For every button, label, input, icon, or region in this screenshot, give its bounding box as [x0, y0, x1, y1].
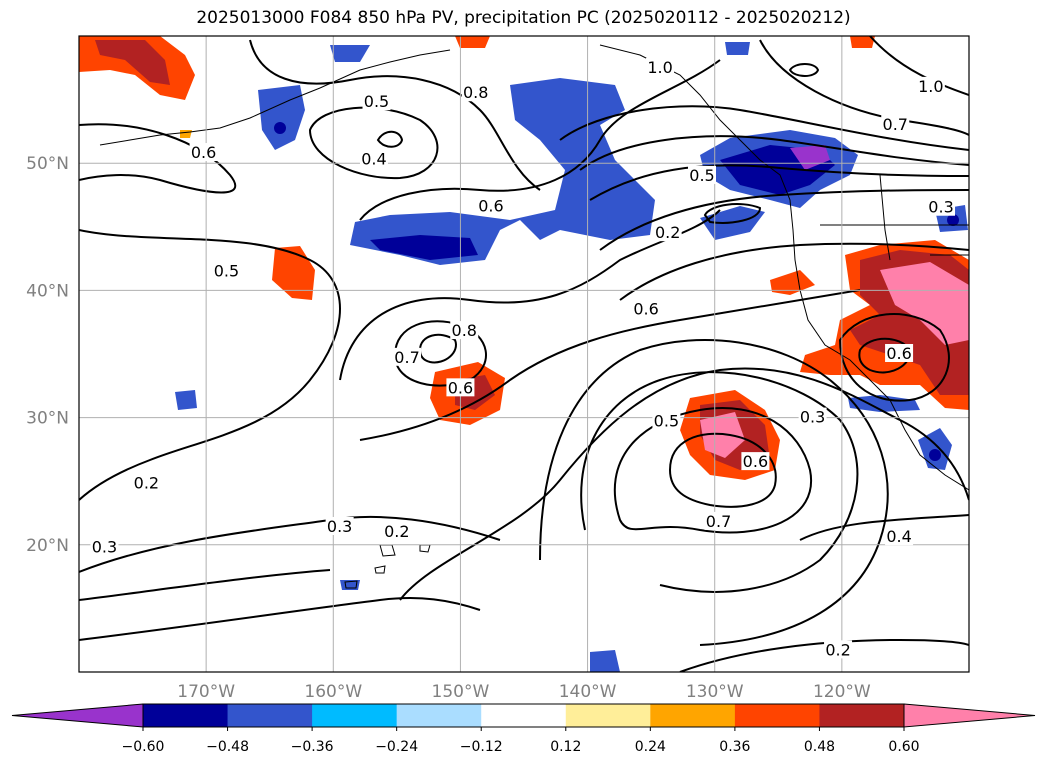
contour-label: 0.7 [706, 512, 731, 531]
colorbar-tick-label: 0.36 [719, 739, 750, 755]
contour-label-bg [393, 347, 422, 366]
contour-label: 0.8 [463, 83, 488, 102]
contour-label-bg [189, 143, 218, 162]
contour-label: 0.3 [327, 517, 352, 536]
pv-contours [79, 36, 969, 672]
colorbar-frame [142, 703, 905, 728]
contour-label: 0.4 [361, 149, 386, 168]
contour-label-bg [652, 411, 681, 430]
lat-tick-label: 50°N [26, 154, 69, 174]
contour-label-bg [476, 196, 505, 215]
lon-tick-label: 160°W [304, 682, 362, 702]
contour-label-bg [798, 407, 827, 426]
colorbar-segment [481, 704, 567, 727]
colorbar-segment [650, 704, 736, 727]
contour-label-bg [90, 537, 119, 556]
colorbar-tick-label: 0.24 [635, 739, 666, 755]
contour-label-bg [885, 344, 914, 362]
colorbar-tick-label: 0.60 [888, 739, 919, 755]
contour-label-bg [741, 452, 770, 471]
colorbar-extend-min [11, 703, 144, 728]
lon-tick-label: 140°W [559, 682, 617, 702]
contour-label: 0.6 [743, 452, 768, 471]
contour-label: 0.8 [452, 321, 477, 340]
lon-tick-label: 130°W [686, 682, 744, 702]
contour-label: 0.5 [214, 261, 239, 280]
contour-label: 0.5 [689, 166, 714, 185]
colorbar-segment [396, 704, 482, 727]
contour-labels: 0.5 0.6 0.5 0.8 0.4 0.6 1.0 1.0 0.7 0.5 0.2 0.3 0.6 0… [90, 57, 956, 659]
colorbar-segment [312, 704, 398, 727]
graticule [79, 36, 969, 672]
lon-tick-label: 120°W [813, 682, 871, 702]
contour-label: 0.6 [886, 344, 911, 363]
lat-tick-label: 30°N [26, 409, 69, 429]
contour-label: 0.6 [191, 143, 216, 162]
contour-label: 0.6 [633, 299, 658, 318]
contour-label: 0.2 [384, 522, 409, 541]
colorbar-segment [227, 704, 313, 727]
contour-label: 0.3 [92, 537, 117, 556]
colorbar-tick-label: −0.12 [460, 739, 503, 755]
colorbar: −0.60 −0.48 −0.36 −0.24 −0.12 0.12 0.24 0.36 0.4… [11, 703, 1036, 755]
map-title: 2025013000 F084 850 hPa PV, precipitatio… [196, 8, 851, 28]
contour-label-bg [132, 473, 161, 492]
colorbar-tick-label: 0.12 [550, 739, 581, 755]
colorbar-segment [565, 704, 651, 727]
contour-label-bg [450, 321, 479, 340]
contour-label-bg [688, 165, 716, 184]
contour-label-bg [824, 640, 853, 659]
contour-label: 0.7 [394, 348, 419, 367]
contour-label-bg [446, 378, 475, 397]
colorbar-tick-label: −0.60 [122, 739, 165, 755]
contour-label: 1.0 [918, 77, 943, 96]
contour-label: 0.2 [825, 640, 850, 659]
colorbar-tick-label: −0.36 [291, 739, 334, 755]
contour-label: 0.4 [886, 527, 911, 546]
contour-label-bg [212, 261, 241, 280]
contour-label: 0.6 [478, 196, 503, 215]
contour-label-bg [646, 57, 675, 76]
colorbar-segment [819, 704, 905, 727]
contour-label: 0.6 [448, 378, 473, 397]
lon-tick-label: 150°W [432, 682, 490, 702]
contour-label: 0.3 [928, 198, 953, 217]
contour-label-bg [881, 115, 910, 134]
colorbar-tick-label: −0.48 [206, 739, 249, 755]
contour-label-bg [885, 527, 914, 546]
contour-label: 0.3 [800, 408, 825, 427]
contour-label-bg [359, 149, 388, 168]
lat-tick-label: 20°N [26, 536, 69, 556]
contour-label-bg [653, 223, 682, 242]
contour-label-bg [632, 299, 661, 318]
contour-label: 0.2 [655, 223, 680, 242]
contour-label-bg [704, 511, 733, 530]
contour-label-bg [362, 92, 391, 111]
contour-label-bg [916, 76, 945, 95]
lat-tick-label: 40°N [26, 281, 69, 301]
contour-label: 0.2 [134, 474, 159, 493]
axis-tick-labels: 50°N 40°N 30°N 20°N 170°W 160°W 150°W 140°W 130°… [26, 154, 871, 702]
contour-label-bg [325, 516, 354, 535]
colorbar-segment [143, 704, 229, 727]
precip-shading [79, 36, 969, 672]
contour-label-bg [382, 522, 411, 541]
lon-tick-label: 170°W [177, 682, 235, 702]
contour-label: 0.5 [364, 92, 389, 111]
contour-label: 0.7 [883, 115, 908, 134]
colorbar-extend-max [903, 703, 1036, 728]
coastlines [99, 44, 969, 589]
contour-label: 0.5 [654, 411, 679, 430]
map-frame [78, 35, 970, 673]
contour-label-bg [461, 83, 490, 102]
contour-label: 1.0 [647, 58, 672, 77]
colorbar-tick-label: 0.48 [804, 739, 835, 755]
colorbar-tick-label: −0.24 [375, 739, 418, 755]
colorbar-segment [734, 704, 820, 727]
contour-label-bg [927, 197, 956, 216]
